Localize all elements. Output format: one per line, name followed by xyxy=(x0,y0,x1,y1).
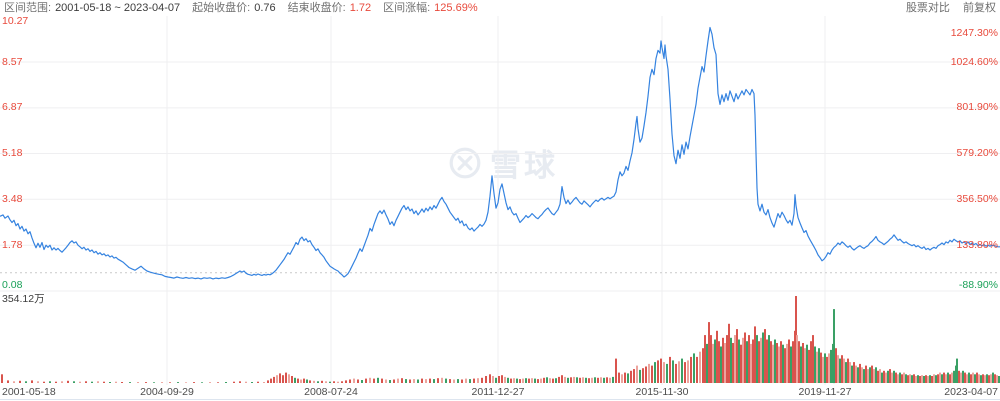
start-price-value: 0.76 xyxy=(254,2,276,14)
pct-axis-tick: 801.90% xyxy=(956,101,998,114)
start-price-label: 起始收盘价: xyxy=(192,2,251,14)
price-axis-tick: 10.27 xyxy=(2,15,29,27)
volume-scale-label: 354.12万 xyxy=(2,293,45,305)
date-axis-tick: 2008-07-24 xyxy=(304,386,358,398)
range-summary: 区间范围: 2001-05-18 ~ 2023-04-07 起始收盘价: 0.76 结束… xyxy=(4,2,490,16)
date-axis-tick: 2015-11-30 xyxy=(635,386,689,398)
price-axis-tick: 8.57 xyxy=(2,55,23,68)
date-axis-tick: 2001-05-18 xyxy=(2,386,56,398)
end-price-label: 结束收盘价: xyxy=(287,2,346,14)
price-axis-tick: 6.87 xyxy=(2,101,23,114)
pct-axis-tick: 579.20% xyxy=(956,146,998,159)
chart-header: 区间范围: 2001-05-18 ~ 2023-04-07 起始收盘价: 0.76 结束… xyxy=(4,2,996,16)
price-axis-tick: 3.48 xyxy=(2,192,23,205)
adjust-mode-button[interactable]: 前复权 xyxy=(963,2,996,14)
range-value: 2001-05-18 ~ 2023-04-07 xyxy=(55,2,181,14)
date-axis-tick: 2004-09-29 xyxy=(140,386,194,398)
change-value: 125.69% xyxy=(434,2,478,14)
change-label: 区间涨幅: xyxy=(383,2,431,14)
date-axis-tick: 2011-12-27 xyxy=(471,386,525,398)
pct-axis-tick: 356.50% xyxy=(956,192,998,205)
pct-axis-tick: 133.80% xyxy=(956,238,998,251)
date-axis-tick: 2023-04-07 xyxy=(944,386,998,398)
price-axis-tick: 1.78 xyxy=(2,238,23,251)
price-axis-tick: 5.18 xyxy=(2,146,23,159)
chart-bottom-border xyxy=(0,399,1000,400)
chart-controls: 股票对比 前复权 xyxy=(896,2,996,16)
end-price-value: 1.72 xyxy=(349,2,372,14)
range-label: 区间范围: xyxy=(4,2,52,14)
pct-axis-tick: 1247.30% xyxy=(950,27,998,39)
pct-axis-tick: 1024.60% xyxy=(950,55,998,68)
xueqiu-logo-icon xyxy=(449,147,481,178)
date-axis-tick: 2019-11-27 xyxy=(798,386,852,398)
stock-compare-button[interactable]: 股票对比 xyxy=(905,2,950,14)
price-axis-tick: 0.08 xyxy=(2,279,23,291)
pct-axis-tick: -88.90% xyxy=(958,279,998,291)
